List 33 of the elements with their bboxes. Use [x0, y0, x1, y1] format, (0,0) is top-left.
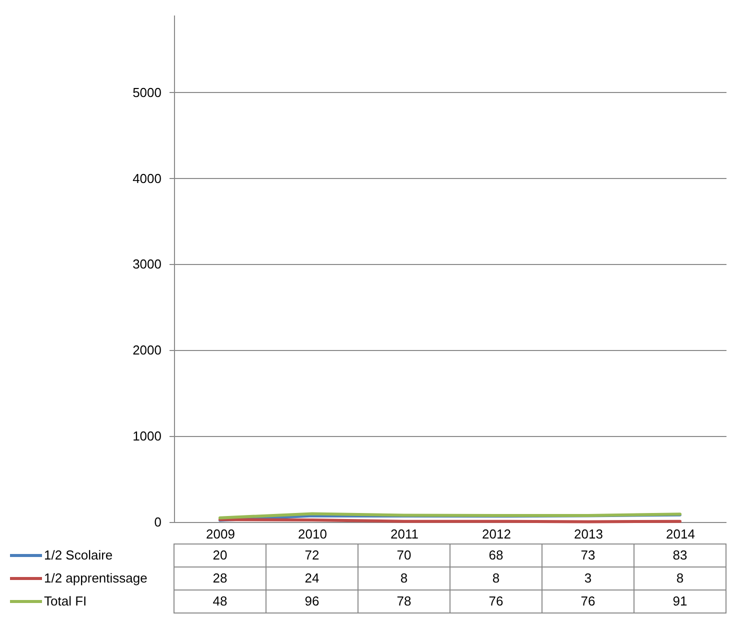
- data-label: 76: [488, 594, 504, 608]
- data-label: 72: [304, 548, 320, 562]
- y-tick-label: 4000: [132, 170, 162, 186]
- y-tick-label: 0: [154, 514, 162, 530]
- data-label: 28: [212, 570, 228, 586]
- data-label: 76: [580, 594, 596, 608]
- data-label: 20: [212, 548, 228, 562]
- x-tick-label: 2013: [574, 526, 603, 542]
- data-label: 91: [672, 594, 688, 608]
- data-label: 8: [400, 570, 408, 586]
- y-tick-label: 3000: [132, 256, 162, 272]
- x-tick-label: 2014: [666, 526, 695, 542]
- legend-label: 1/2 apprentissage: [44, 570, 148, 586]
- data-label: 78: [396, 594, 412, 608]
- y-tick-label: 1000: [132, 428, 162, 444]
- data-label: 73: [580, 548, 596, 562]
- data-label: 68: [488, 548, 504, 562]
- x-tick-label: 2011: [390, 526, 418, 542]
- legend-label: Total FI: [44, 594, 87, 608]
- data-label: 24: [304, 570, 320, 586]
- data-label: 3: [584, 570, 592, 586]
- data-label: 83: [672, 548, 688, 562]
- y-tick-label: 2000: [132, 342, 162, 358]
- y-tick-label: 5000: [132, 84, 162, 100]
- data-label: 8: [676, 570, 684, 586]
- x-tick-label: 2010: [298, 526, 327, 542]
- x-tick-label: 2009: [206, 526, 235, 542]
- data-label: 70: [396, 548, 412, 562]
- x-tick-label: 2012: [482, 526, 511, 542]
- data-label: 48: [212, 594, 228, 608]
- data-label: 96: [304, 594, 320, 608]
- legend-label: 1/2 Scolaire: [44, 548, 113, 562]
- data-label: 8: [492, 570, 500, 586]
